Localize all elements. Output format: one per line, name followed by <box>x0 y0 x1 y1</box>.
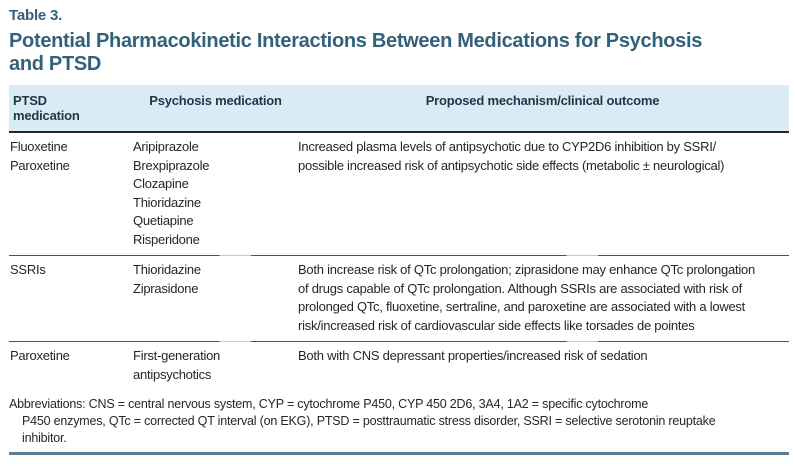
interactions-table: PTSD medication Psychosis medication Pro… <box>9 85 789 390</box>
column-header-ptsd-medication: PTSD medication <box>13 93 80 123</box>
cell-mechanism: Increased plasma levels of antipsychotic… <box>298 139 725 173</box>
cell-ptsd-medication: Fluoxetine Paroxetine <box>10 139 70 173</box>
table-row: Fluoxetine Paroxetine Aripiprazole Brexp… <box>9 133 789 255</box>
row-divider <box>9 255 789 256</box>
cell-ptsd-medication: SSRIs <box>10 262 46 277</box>
table-number-label: Table 3. <box>9 7 63 24</box>
cell-psychosis-medication: Aripiprazole Brexpiprazole Clozapine Thi… <box>133 139 210 247</box>
cell-ptsd-medication: Paroxetine <box>10 348 70 363</box>
cell-mechanism: Both with CNS depressant properties/incr… <box>298 348 648 363</box>
table-row: SSRIs Thioridazine Ziprasidone Both incr… <box>9 256 789 341</box>
column-header-psychosis-medication: Psychosis medication <box>149 93 282 108</box>
cell-mechanism: Both increase risk of QTc prolongation; … <box>298 262 755 333</box>
abbreviations-footnote: Abbreviations: CNS = central nervous sys… <box>9 397 716 445</box>
table-title: Potential Pharmacokinetic Interactions B… <box>9 30 703 75</box>
row-divider <box>9 341 789 342</box>
bottom-rule <box>9 452 789 455</box>
table-row: Paroxetine First-generation antipsychoti… <box>9 342 789 390</box>
cell-psychosis-medication: Thioridazine Ziprasidone <box>133 262 201 296</box>
table-header-row: PTSD medication Psychosis medication Pro… <box>9 85 789 133</box>
column-header-proposed-mechanism: Proposed mechanism/clinical outcome <box>425 93 660 108</box>
cell-psychosis-medication: First-generation antipsychotics <box>133 348 221 382</box>
